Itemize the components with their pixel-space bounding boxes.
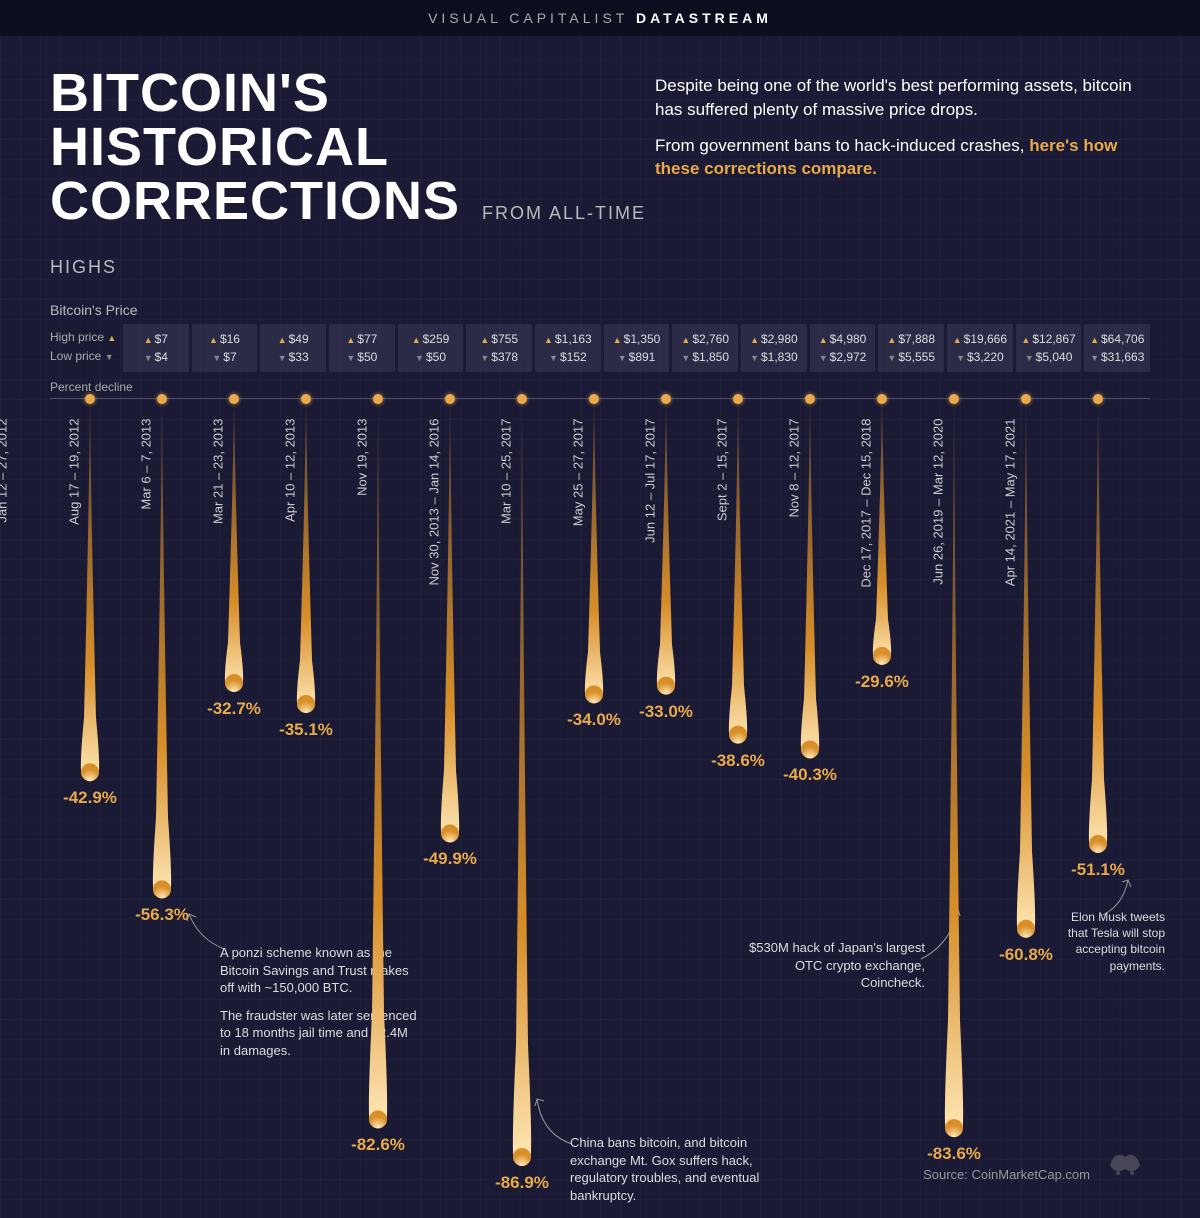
percent-label: -38.6% — [711, 751, 765, 771]
source-label: Source: CoinMarketCap.com — [923, 1167, 1090, 1182]
price-box: ▲$7▼$4 — [123, 324, 189, 372]
price-box: ▲$1,350▼$891 — [604, 324, 670, 372]
price-box: ▲$19,666▼$3,220 — [947, 324, 1013, 372]
annotation-china: China bans bitcoin, and bitcoin exchange… — [570, 1134, 800, 1204]
date-label: Jun 26, 2019 – Mar 12, 2020 — [931, 419, 946, 619]
date-label: Nov 30, 2013 – Jan 14, 2016 — [427, 419, 442, 619]
title-left: BITCOIN'S HISTORICALCORRECTIONS FROM ALL… — [50, 66, 655, 282]
percent-label: -60.8% — [999, 945, 1053, 965]
price-box: ▲$16▼$7 — [192, 324, 258, 372]
logo-icon — [1100, 1145, 1150, 1186]
price-boxes-row: High price ▲ Low price ▼ ▲$7▼$4▲$16▼$7▲$… — [50, 324, 1150, 372]
percent-label: -34.0% — [567, 710, 621, 730]
page-title: BITCOIN'S HISTORICALCORRECTIONS FROM ALL… — [50, 66, 655, 282]
title-area: BITCOIN'S HISTORICALCORRECTIONS FROM ALL… — [0, 36, 1200, 302]
price-box: ▲$12,867▼$5,040 — [1016, 324, 1082, 372]
price-box: ▲$77▼$50 — [329, 324, 395, 372]
date-label: Mar 21 – 23, 2013 — [211, 419, 226, 619]
price-box: ▲$49▼$33 — [260, 324, 326, 372]
date-label: Apr 14, 2021 – May 17, 2021 — [1003, 419, 1018, 619]
percent-label: -35.1% — [279, 720, 333, 740]
price-box: ▲$259▼$50 — [398, 324, 464, 372]
price-box: ▲$2,980▼$1,830 — [741, 324, 807, 372]
date-label: Aug 17 – 19, 2012 — [67, 419, 82, 619]
percent-label: -40.3% — [783, 765, 837, 785]
date-label: Mar 6 – 7, 2013 — [139, 419, 154, 619]
price-header-label: Bitcoin's Price — [50, 302, 1150, 318]
percent-label: -56.3% — [135, 905, 189, 925]
date-label: Apr 10 – 12, 2013 — [283, 419, 298, 619]
price-box: ▲$4,980▼$2,972 — [810, 324, 876, 372]
date-label: Jun 12 – Jul 17, 2017 — [643, 419, 658, 619]
date-label: Sept 2 – 15, 2017 — [715, 419, 730, 619]
price-box: ▲$755▼$378 — [466, 324, 532, 372]
up-arrow-icon: ▲ — [107, 333, 116, 343]
percent-label: -82.6% — [351, 1135, 405, 1155]
date-label: May 25 – 27, 2017 — [571, 419, 586, 619]
chart-container: Bitcoin's Price High price ▲ Low price ▼… — [50, 302, 1150, 1218]
title-description: Despite being one of the world's best pe… — [655, 66, 1150, 181]
date-label: Mar 10 – 25, 2017 — [499, 419, 514, 619]
desc-paragraph-1: Despite being one of the world's best pe… — [655, 74, 1150, 122]
down-arrow-icon: ▼ — [105, 352, 114, 362]
brand-bold: DATASTREAM — [636, 10, 772, 26]
brand-light: VISUAL CAPITALIST — [428, 10, 628, 26]
price-legend: High price ▲ Low price ▼ — [50, 324, 120, 372]
percent-label: -32.7% — [207, 699, 261, 719]
price-box: ▲$64,706▼$31,663 — [1084, 324, 1150, 372]
percent-label: -42.9% — [63, 788, 117, 808]
annotation-coincheck: $530M hack of Japan's largest OTC crypto… — [740, 939, 925, 992]
percent-label: -29.6% — [855, 672, 909, 692]
drops-chart-area: A ponzi scheme known as the Bitcoin Savi… — [50, 398, 1150, 1218]
percent-label: -33.0% — [639, 702, 693, 722]
percent-decline-label: Percent decline — [50, 380, 1150, 394]
price-box: ▲$2,760▼$1,850 — [672, 324, 738, 372]
percent-label: -83.6% — [927, 1144, 981, 1164]
price-box: ▲$7,888▼$5,555 — [878, 324, 944, 372]
percent-label: -49.9% — [423, 849, 477, 869]
date-label: Jan 12 – 27, 2012 — [0, 419, 10, 619]
date-label: Dec 17, 2017 – Dec 15, 2018 — [859, 419, 874, 619]
percent-label: -86.9% — [495, 1173, 549, 1193]
price-box: ▲$1,163▼$152 — [535, 324, 601, 372]
percent-label: -51.1% — [1071, 860, 1125, 880]
date-label: Nov 19, 2013 — [355, 419, 370, 619]
brand-header: VISUAL CAPITALIST DATASTREAM — [0, 0, 1200, 36]
annotation-elon: Elon Musk tweets that Tesla will stop ac… — [1050, 909, 1165, 974]
date-label: Nov 8 – 12, 2017 — [787, 419, 802, 619]
desc-paragraph-2: From government bans to hack-induced cra… — [655, 134, 1150, 182]
